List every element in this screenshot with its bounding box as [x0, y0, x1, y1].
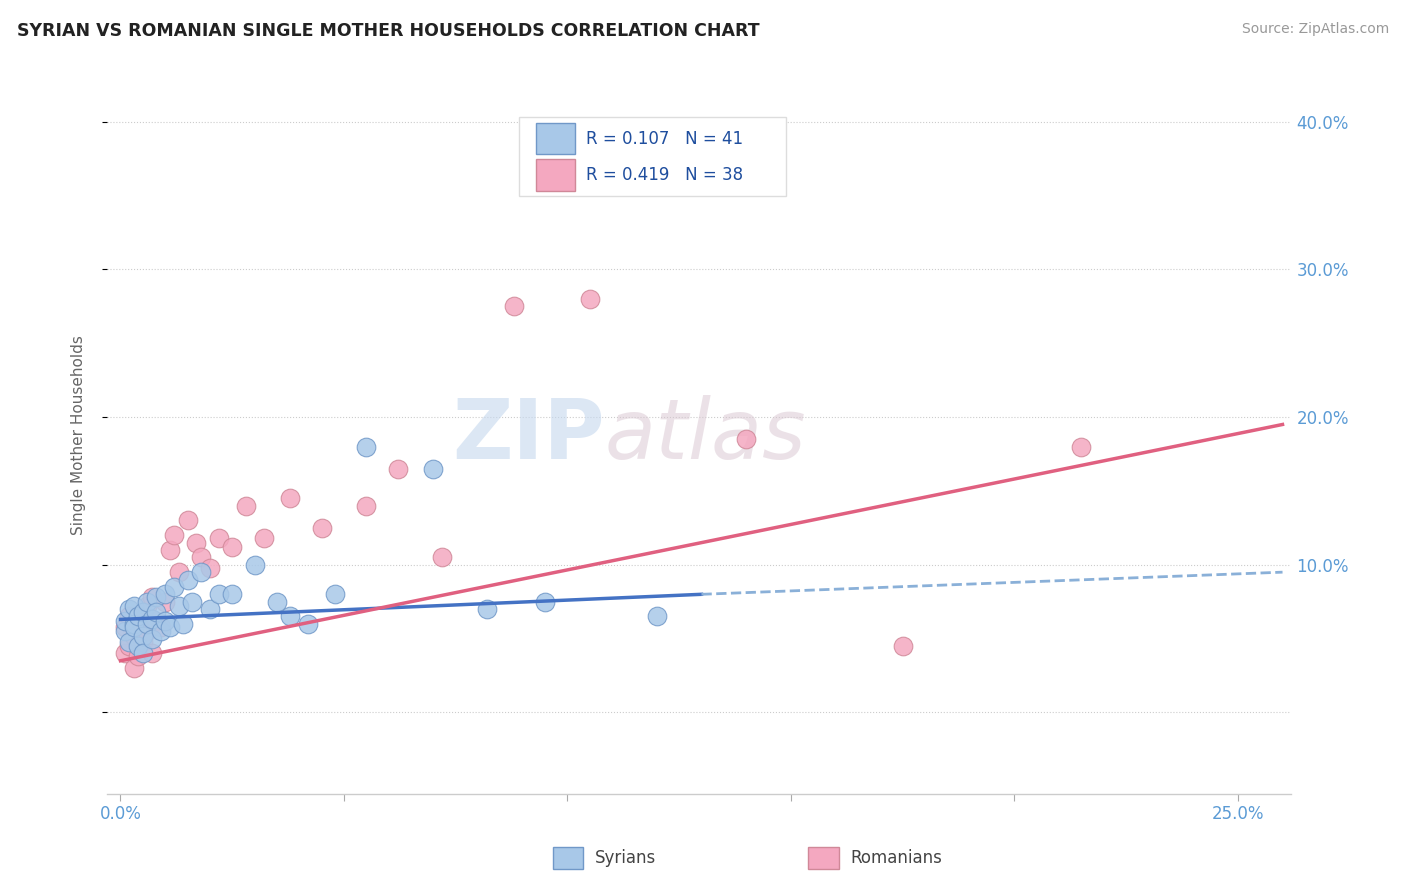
Point [422, 462, 444, 476]
Text: ZIP: ZIP [451, 395, 605, 476]
Point [221, 540, 243, 554]
Point [387, 462, 409, 476]
Point [118, 639, 141, 653]
Point [127, 639, 149, 653]
Point [122, 599, 145, 614]
Point [176, 573, 198, 587]
Point [145, 605, 167, 619]
Point [136, 616, 159, 631]
Point [114, 624, 136, 639]
Point [132, 605, 155, 619]
Point [118, 609, 141, 624]
Point [141, 646, 163, 660]
Point [167, 565, 190, 579]
Point [136, 624, 159, 639]
Point [356, 499, 378, 513]
Y-axis label: Single Mother Households: Single Mother Households [72, 335, 86, 535]
Text: R = 0.419   N = 38: R = 0.419 N = 38 [586, 166, 744, 184]
Point [141, 612, 163, 626]
Point [278, 491, 301, 506]
Text: SYRIAN VS ROMANIAN SINGLE MOTHER HOUSEHOLDS CORRELATION CHART: SYRIAN VS ROMANIAN SINGLE MOTHER HOUSEHO… [17, 22, 759, 40]
Point [136, 595, 159, 609]
Text: atlas: atlas [605, 395, 806, 476]
Point [475, 602, 498, 616]
Point [127, 649, 149, 664]
Point [141, 632, 163, 646]
Point [235, 499, 257, 513]
Point [132, 629, 155, 643]
Point [167, 599, 190, 614]
Point [122, 629, 145, 643]
Point [578, 292, 600, 306]
Point [181, 595, 204, 609]
Text: R = 0.107   N = 41: R = 0.107 N = 41 [586, 129, 744, 148]
Point [198, 602, 221, 616]
Point [243, 558, 266, 572]
Text: Source: ZipAtlas.com: Source: ZipAtlas.com [1241, 22, 1389, 37]
Point [141, 591, 163, 605]
Point [190, 550, 212, 565]
Point [145, 614, 167, 628]
Point [159, 620, 181, 634]
Point [153, 595, 176, 609]
Point [127, 609, 149, 624]
Point [114, 620, 136, 634]
Point [266, 595, 288, 609]
Point [114, 614, 136, 628]
Point [198, 560, 221, 574]
Point [159, 543, 181, 558]
Text: Romanians: Romanians [851, 848, 942, 867]
Point [208, 531, 231, 545]
Point [145, 591, 167, 605]
Point [163, 528, 186, 542]
Point [163, 580, 186, 594]
Point [149, 620, 172, 634]
Point [645, 609, 668, 624]
Point [534, 595, 557, 609]
Point [278, 609, 301, 624]
Point [208, 587, 231, 601]
Point [252, 531, 274, 545]
Point [502, 299, 524, 313]
Point [432, 550, 454, 565]
Point [114, 646, 136, 660]
Point [891, 639, 914, 653]
Point [153, 587, 176, 601]
Point [221, 587, 243, 601]
Point [132, 646, 155, 660]
Point [132, 634, 155, 648]
Point [311, 521, 333, 535]
Text: Syrians: Syrians [595, 848, 657, 867]
Point [190, 565, 212, 579]
Point [122, 620, 145, 634]
Point [172, 616, 194, 631]
Point [186, 535, 208, 549]
Point [153, 614, 176, 628]
Point [136, 599, 159, 614]
Point [127, 616, 149, 631]
Point [118, 634, 141, 648]
Point [735, 432, 758, 446]
Point [176, 513, 198, 527]
Point [323, 587, 346, 601]
Point [122, 661, 145, 675]
Point [149, 624, 172, 639]
Point [356, 440, 378, 454]
Point [118, 602, 141, 616]
Point [297, 616, 319, 631]
Point [122, 616, 145, 631]
Point [132, 605, 155, 619]
Point [1070, 440, 1092, 454]
